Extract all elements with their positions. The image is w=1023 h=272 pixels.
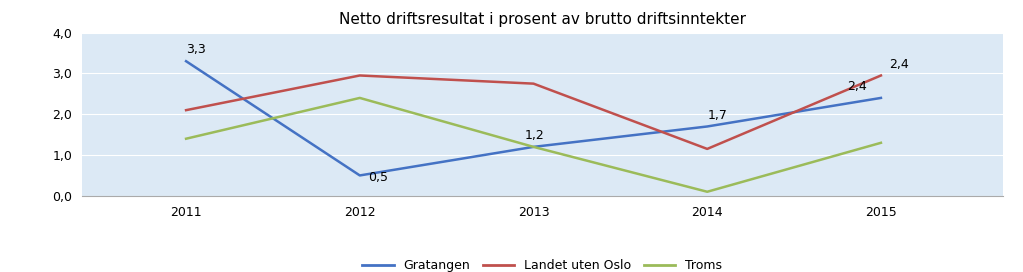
- Text: 1,7: 1,7: [707, 109, 727, 122]
- Text: 2,4: 2,4: [847, 80, 868, 93]
- Text: 1,2: 1,2: [525, 129, 544, 142]
- Text: 2,4: 2,4: [890, 58, 909, 71]
- Text: 0,5: 0,5: [368, 171, 389, 184]
- Text: 3,3: 3,3: [186, 43, 206, 56]
- Legend: Gratangen, Landet uten Oslo, Troms: Gratangen, Landet uten Oslo, Troms: [357, 254, 727, 272]
- Title: Netto driftsresultat i prosent av brutto driftsinntekter: Netto driftsresultat i prosent av brutto…: [339, 12, 746, 27]
